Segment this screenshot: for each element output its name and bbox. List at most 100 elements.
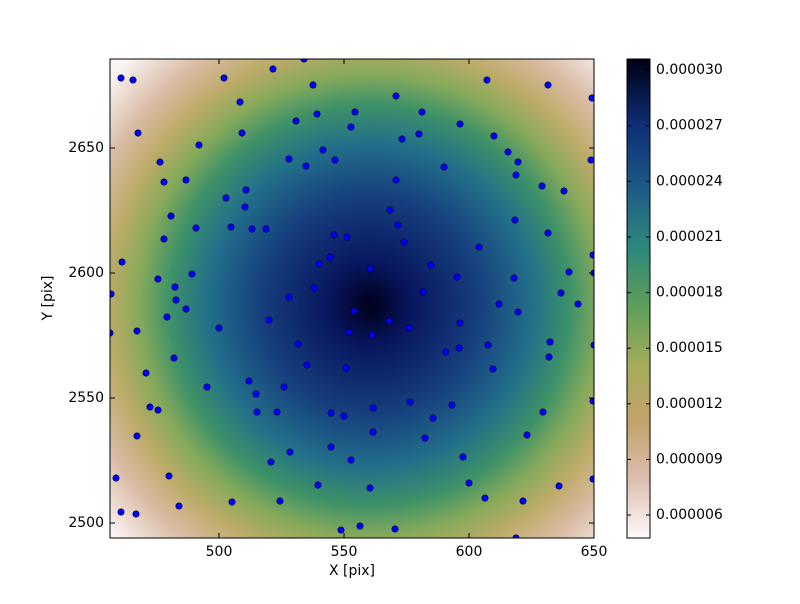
point xyxy=(366,265,374,273)
point xyxy=(560,187,568,195)
point xyxy=(340,412,348,420)
point xyxy=(303,361,311,369)
point xyxy=(337,526,345,534)
point xyxy=(512,171,520,179)
point xyxy=(252,390,260,398)
point xyxy=(327,443,335,451)
point xyxy=(368,331,376,339)
point xyxy=(309,81,317,89)
point xyxy=(110,290,115,298)
point xyxy=(456,319,464,327)
point xyxy=(248,225,256,233)
point xyxy=(405,324,413,332)
point xyxy=(510,274,518,282)
point xyxy=(427,261,435,269)
point xyxy=(170,354,178,362)
point xyxy=(415,130,423,138)
point xyxy=(392,176,400,184)
point xyxy=(421,434,429,442)
point xyxy=(392,92,400,100)
point xyxy=(276,497,284,505)
point xyxy=(238,129,246,137)
point xyxy=(146,403,154,411)
colorbar-tick-label: 0.000021 xyxy=(656,229,723,245)
point xyxy=(442,348,450,356)
point xyxy=(514,158,522,166)
colorbar-tick-label: 0.000027 xyxy=(656,118,723,134)
point xyxy=(133,432,141,440)
y-tick-label: 2650 xyxy=(68,140,104,156)
point xyxy=(118,258,126,266)
point xyxy=(459,453,467,461)
point xyxy=(538,182,546,190)
point xyxy=(589,251,594,259)
point xyxy=(514,308,522,316)
y-tick-label: 2550 xyxy=(68,390,104,406)
point xyxy=(285,293,293,301)
point xyxy=(222,194,230,202)
point xyxy=(314,481,322,489)
colorbar-tick-label: 0.000012 xyxy=(656,396,723,412)
point xyxy=(265,316,273,324)
point xyxy=(142,369,150,377)
point xyxy=(154,406,162,414)
point xyxy=(406,398,414,406)
point xyxy=(418,108,426,116)
point xyxy=(242,186,250,194)
point xyxy=(587,156,594,164)
point xyxy=(356,522,364,530)
point xyxy=(398,135,406,143)
y-tick-label: 2600 xyxy=(68,265,104,281)
point xyxy=(292,117,300,125)
plot-frame xyxy=(109,58,595,539)
point xyxy=(350,307,358,315)
point xyxy=(385,317,393,325)
point xyxy=(319,146,327,154)
point xyxy=(331,156,339,164)
point xyxy=(160,178,168,186)
point xyxy=(267,458,275,466)
point xyxy=(588,94,594,102)
colorbar-tick-label: 0.000006 xyxy=(656,507,723,523)
point xyxy=(172,296,180,304)
point xyxy=(511,216,519,224)
colorbar-tick-label: 0.000009 xyxy=(656,451,723,467)
point xyxy=(455,344,463,352)
point xyxy=(419,288,427,296)
point xyxy=(589,475,594,483)
point xyxy=(504,148,512,156)
point xyxy=(366,484,374,492)
point xyxy=(544,81,552,89)
point xyxy=(285,155,293,163)
point xyxy=(327,409,335,417)
point xyxy=(269,65,277,73)
point xyxy=(280,383,288,391)
point xyxy=(330,231,338,239)
x-tick-label: 550 xyxy=(331,544,358,560)
point xyxy=(227,223,235,231)
point xyxy=(286,448,294,456)
point xyxy=(565,268,573,276)
point xyxy=(167,212,175,220)
point xyxy=(129,76,137,84)
point xyxy=(481,494,489,502)
point xyxy=(315,260,323,268)
point xyxy=(245,377,253,385)
point xyxy=(236,98,244,106)
colorbar-tick-label: 0.000015 xyxy=(656,340,723,356)
point xyxy=(400,238,408,246)
point xyxy=(545,353,553,361)
point xyxy=(300,59,308,63)
point xyxy=(343,233,351,241)
point xyxy=(351,108,359,116)
point xyxy=(546,338,554,346)
x-tick-label: 500 xyxy=(206,544,233,560)
point xyxy=(175,502,183,510)
point xyxy=(171,283,179,291)
heatmap xyxy=(110,59,594,538)
point xyxy=(519,497,527,505)
point xyxy=(160,235,168,243)
point xyxy=(574,300,582,308)
point xyxy=(154,275,162,283)
